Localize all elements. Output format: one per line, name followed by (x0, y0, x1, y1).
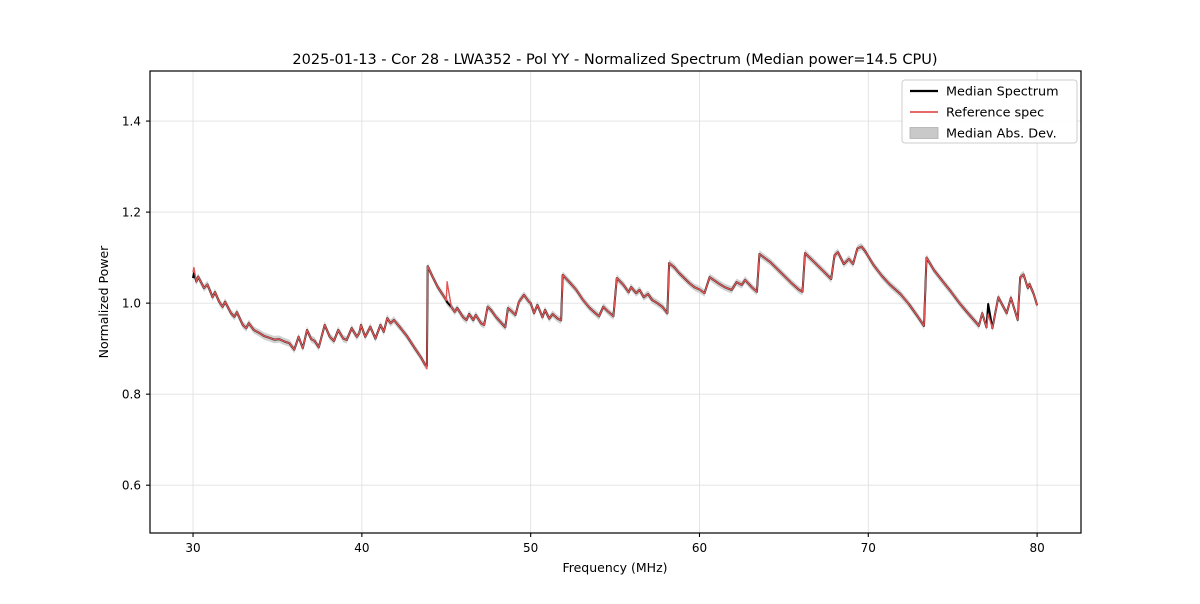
x-tick-label: 40 (354, 541, 369, 555)
legend-label-reference-spec: Reference spec (946, 106, 1044, 121)
tick-labels: 30 40 50 60 70 80 0.6 0.8 1.0 1.2 1.4 (122, 114, 1045, 555)
legend-box (901, 79, 1078, 144)
plot-spines (149, 70, 1082, 534)
y-tick-label: 0.8 (122, 387, 141, 401)
legend-mad-patch-swatch (909, 127, 939, 139)
y-tick-label: 0.6 (122, 478, 141, 492)
legend-label-median-spectrum: Median Spectrum (946, 85, 1059, 100)
x-axis-label: Frequency (MHz) (562, 560, 667, 575)
series-layer (192, 245, 1039, 370)
y-axis-label: Normalized Power (96, 245, 111, 359)
legend-label-median-abs-dev: Median Abs. Dev. (946, 127, 1057, 142)
x-tick-label: 70 (861, 541, 876, 555)
axis-ticks (146, 120, 1038, 537)
chart-title: 2025-01-13 - Cor 28 - LWA352 - Pol YY - … (292, 52, 937, 68)
y-tick-label: 1.2 (122, 205, 141, 219)
x-tick-label: 50 (523, 541, 538, 555)
legend: Median Spectrum Reference spec Median Ab… (901, 79, 1078, 144)
reference-spec-line (192, 246, 1038, 370)
x-tick-label: 80 (1029, 541, 1044, 555)
x-tick-label: 30 (185, 541, 200, 555)
y-tick-label: 1.4 (122, 114, 141, 128)
x-tick-label: 60 (692, 541, 707, 555)
y-tick-label: 1.0 (122, 296, 141, 310)
